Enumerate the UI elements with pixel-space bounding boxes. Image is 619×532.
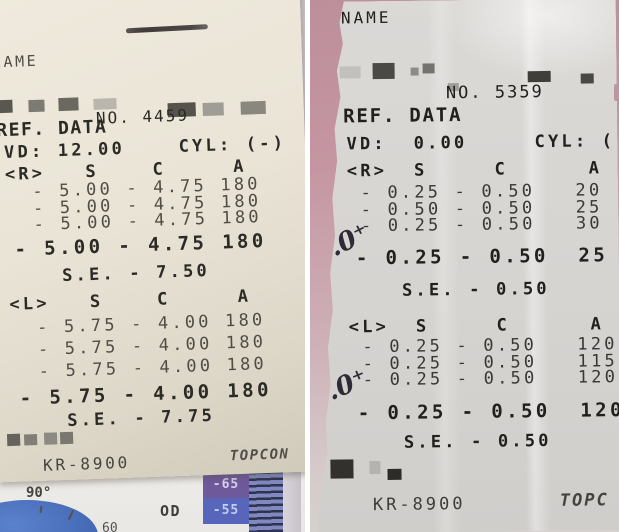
redaction-block [59,431,74,445]
redaction-block [330,459,353,478]
color-scale-cell: -65 [203,472,249,498]
serial-number: NO. 4459 [95,105,190,128]
vd-cyl-line: VD: 0.00 CYL: (- [346,130,619,155]
left-eye-header: <L> S C A [348,314,605,338]
paper-edge [283,472,301,532]
redaction-block [0,99,13,114]
partial-number: 60 [102,521,118,532]
redaction-block [387,469,401,480]
redaction-block [43,432,58,445]
eye-side-label: OD [160,502,182,520]
redaction-block [423,63,435,73]
ruler-hatch [249,472,283,532]
left-photo: 90° 60 OD -65 -55 NAME NO. 4459 REF. DAT… [0,0,305,532]
brand-logo-text: TOPC [559,490,609,511]
redaction-block [28,99,45,113]
left-eye-header: <L> S C A [9,286,252,315]
pink-edge-sliver [614,84,619,101]
name-label: NAME [0,51,39,72]
measurement-row: - 0.25 - 0.50 120 [349,367,619,391]
left-receipt: NAME NO. 4459 REF. DATA VD: 12.00 CYL: (… [0,0,305,483]
redaction-block [528,71,551,82]
measurement-row: - 5.75 - 4.00 180 [11,353,268,383]
final-measurement-row: - 5.75 - 4.00 180 [19,378,273,410]
measurement-row: - 0.25 - 0.50 30 [347,213,603,237]
redaction-block [58,97,79,112]
serial-number: NO. 5359 [445,82,544,104]
blue-ellipse-chart [0,500,98,532]
redaction-block [23,434,38,446]
axis-angle-label: 90° [26,485,52,501]
name-label: NAME [340,7,392,28]
pen-mark [125,24,208,34]
redaction-block [373,63,395,79]
device-model-label: KR-8900 [372,494,466,516]
right-receipt: NAME NO. 5359 REF. DATA VD: 0.00 CYL: (-… [310,0,619,532]
redaction-block [240,100,266,115]
device-model-label: KR-8900 [42,452,131,475]
redaction-block [369,461,380,474]
redaction-block [202,102,224,117]
right-photo: NAME NO. 5359 REF. DATA VD: 0.00 CYL: (-… [310,0,619,532]
spherical-equivalent-line: S.E. - 7.75 [13,405,216,433]
final-measurement-row: - 0.25 - 0.50 25 [355,244,609,270]
ref-data-label: REF. DATA [0,116,108,142]
final-measurement-row: - 0.25 - 0.50 120 [357,399,619,425]
color-scale-cell: -55 [203,498,249,524]
spherical-equivalent-line: S.E. - 7.50 [8,260,211,288]
redaction-block [6,433,21,447]
spherical-equivalent-line: S.E. - 0.50 [348,278,550,302]
ref-data-label: REF. DATA [343,104,463,128]
spherical-equivalent-line: S.E. - 0.50 [350,430,552,454]
redaction-block [340,66,361,78]
brand-logo-text: TOPCON [229,446,290,465]
redaction-block [581,73,594,83]
right-eye-header: <R> S C A [346,158,603,182]
final-measurement-row: - 5.00 - 4.75 180 [14,229,268,261]
redaction-block [411,68,419,76]
